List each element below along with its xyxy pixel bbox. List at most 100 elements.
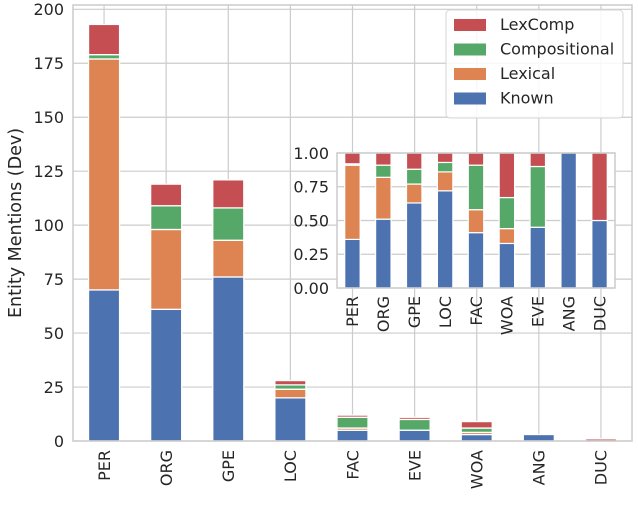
main-x-tick-label: LOC xyxy=(281,450,300,482)
legend-label-lexical: Lexical xyxy=(500,64,555,83)
legend-swatch-lexical xyxy=(454,68,486,80)
inset-bar-gpe-lexcomp xyxy=(405,152,423,170)
inset-bar-duc-known xyxy=(591,219,608,289)
main-bar-fac-compositional xyxy=(336,416,369,429)
main-x-tick-label: WOA xyxy=(467,450,486,489)
inset-bar-eve-compositional xyxy=(529,165,547,228)
main-bar-eve-known xyxy=(398,429,431,442)
main-bar-per-lexical xyxy=(87,58,121,291)
legend-label-lexcomp: LexComp xyxy=(500,15,574,34)
legend-swatch-known xyxy=(454,92,486,105)
main-y-tick-label: 50 xyxy=(44,324,64,343)
main-bar-org-known xyxy=(149,308,183,442)
inset-bar-gpe-lexical xyxy=(405,183,423,204)
main-bar-gpe-compositional xyxy=(212,207,245,241)
main-bar-eve-lexcomp xyxy=(398,416,431,421)
main-axes-frame xyxy=(72,4,633,442)
main-y-tick-label: 25 xyxy=(44,378,64,397)
main-x-tick-label: FAC xyxy=(343,450,362,480)
main-y-tick-label: 200 xyxy=(33,0,64,19)
main-bar-fac-lexcomp xyxy=(336,414,369,418)
inset-bar-ang-known xyxy=(560,152,577,289)
inset-chart: 0.00 0.25 0.50 0.75 1.00 PER ORG GPE LOC FAC WOA EV… xyxy=(293,144,616,335)
inset-bar-gpe-known xyxy=(405,202,423,289)
inset-bar-loc-known xyxy=(436,190,454,289)
legend: LexComp Compositional Lexical Known xyxy=(445,9,624,119)
inset-bar-woa-lexical xyxy=(498,228,516,245)
main-bar-per-lexcomp xyxy=(87,23,121,56)
main-bar-gpe-known xyxy=(212,276,245,442)
legend-swatch-lexcomp xyxy=(454,19,486,31)
main-bar-per-known xyxy=(87,289,121,442)
inset-bar-fac-known xyxy=(467,232,485,289)
main-bar-gpe-lexical xyxy=(212,239,245,278)
inset-x-tick-label: WOA xyxy=(498,296,517,335)
inset-bar-org-known xyxy=(375,218,392,289)
legend-label-compositional: Compositional xyxy=(500,40,614,59)
main-bar-woa-lexcomp xyxy=(460,420,493,429)
inset-bar-loc-compositional xyxy=(436,161,454,173)
main-y-tick-label: 100 xyxy=(33,216,64,235)
inset-y-tick-label: 1.00 xyxy=(293,144,329,163)
y-axis-title: Entity Mentions (Dev) xyxy=(6,128,26,318)
inset-bar-org-lexcomp xyxy=(375,152,392,166)
main-y-tick-label: 175 xyxy=(33,54,64,73)
inset-bar-gpe-compositional xyxy=(405,168,423,185)
inset-x-tick-label: ORG xyxy=(374,296,393,332)
inset-bar-eve-known xyxy=(529,226,547,289)
inset-bar-woa-lexcomp xyxy=(498,152,516,199)
inset-bar-fac-lexcomp xyxy=(467,152,485,166)
inset-y-tick-label: 0.50 xyxy=(293,211,329,230)
legend-frame xyxy=(445,9,624,119)
main-y-tick-label: 150 xyxy=(33,108,64,127)
inset-bar-woa-compositional xyxy=(498,196,516,230)
legend-swatch-compositional xyxy=(454,43,486,56)
inset-bar-woa-known xyxy=(498,242,516,289)
inset-y-tick-label: 0.00 xyxy=(293,279,329,298)
inset-bar-duc-lexcomp xyxy=(591,152,608,222)
main-x-tick-label: DUC xyxy=(592,450,611,485)
main-x-tick-label: EVE xyxy=(405,450,424,481)
inset-x-tick-label: GPE xyxy=(405,296,424,328)
legend-label-known: Known xyxy=(500,89,554,108)
main-bar-org-compositional xyxy=(149,205,183,231)
main-bar-loc-lexcomp xyxy=(274,379,307,386)
main-x-tick-label: ORG xyxy=(157,450,176,486)
main-y-tick-label: 0 xyxy=(54,432,64,451)
main-bar-eve-compositional xyxy=(398,418,431,431)
inset-bar-org-lexical xyxy=(375,176,392,220)
main-bar-gpe-lexcomp xyxy=(212,179,245,209)
main-bar-org-lexical xyxy=(149,228,183,310)
inset-bar-per-lexcomp xyxy=(344,152,361,165)
inset-x-tick-label: PER xyxy=(343,296,362,327)
main-bar-loc-lexical xyxy=(274,388,307,399)
main-bar-fac-known xyxy=(336,429,369,442)
inset-x-tick-label: FAC xyxy=(467,296,486,326)
main-x-tick-label: GPE xyxy=(219,450,238,482)
inset-bar-loc-lexcomp xyxy=(436,152,454,164)
inset-bar-per-lexical xyxy=(344,164,361,240)
inset-x-tick-label: ANG xyxy=(559,296,578,331)
inset-bar-loc-lexical xyxy=(436,171,454,192)
main-x-tick-label: PER xyxy=(95,450,114,481)
main-bar-woa-known xyxy=(460,433,493,442)
inset-bar-eve-lexcomp xyxy=(529,152,547,168)
main-y-tick-label: 125 xyxy=(33,162,64,181)
inset-y-tick-label: 0.75 xyxy=(293,178,329,197)
inset-x-tick-label: EVE xyxy=(529,296,548,327)
main-bar-ang-known xyxy=(522,433,556,442)
main-bar-loc-known xyxy=(274,397,307,442)
inset-x-tick-label: DUC xyxy=(590,296,609,331)
inset-y-tick-label: 0.25 xyxy=(293,245,329,264)
inset-bar-per-known xyxy=(344,238,361,289)
inset-bar-fac-compositional xyxy=(467,164,485,211)
inset-bar-org-compositional xyxy=(375,164,392,178)
inset-bar-fac-lexical xyxy=(467,209,485,234)
main-y-tick-label: 75 xyxy=(44,270,64,289)
main-x-tick-label: ANG xyxy=(530,450,549,485)
inset-x-tick-label: LOC xyxy=(436,296,455,328)
inset-axes-frame xyxy=(336,152,616,289)
main-bar-org-lexcomp xyxy=(149,183,183,207)
